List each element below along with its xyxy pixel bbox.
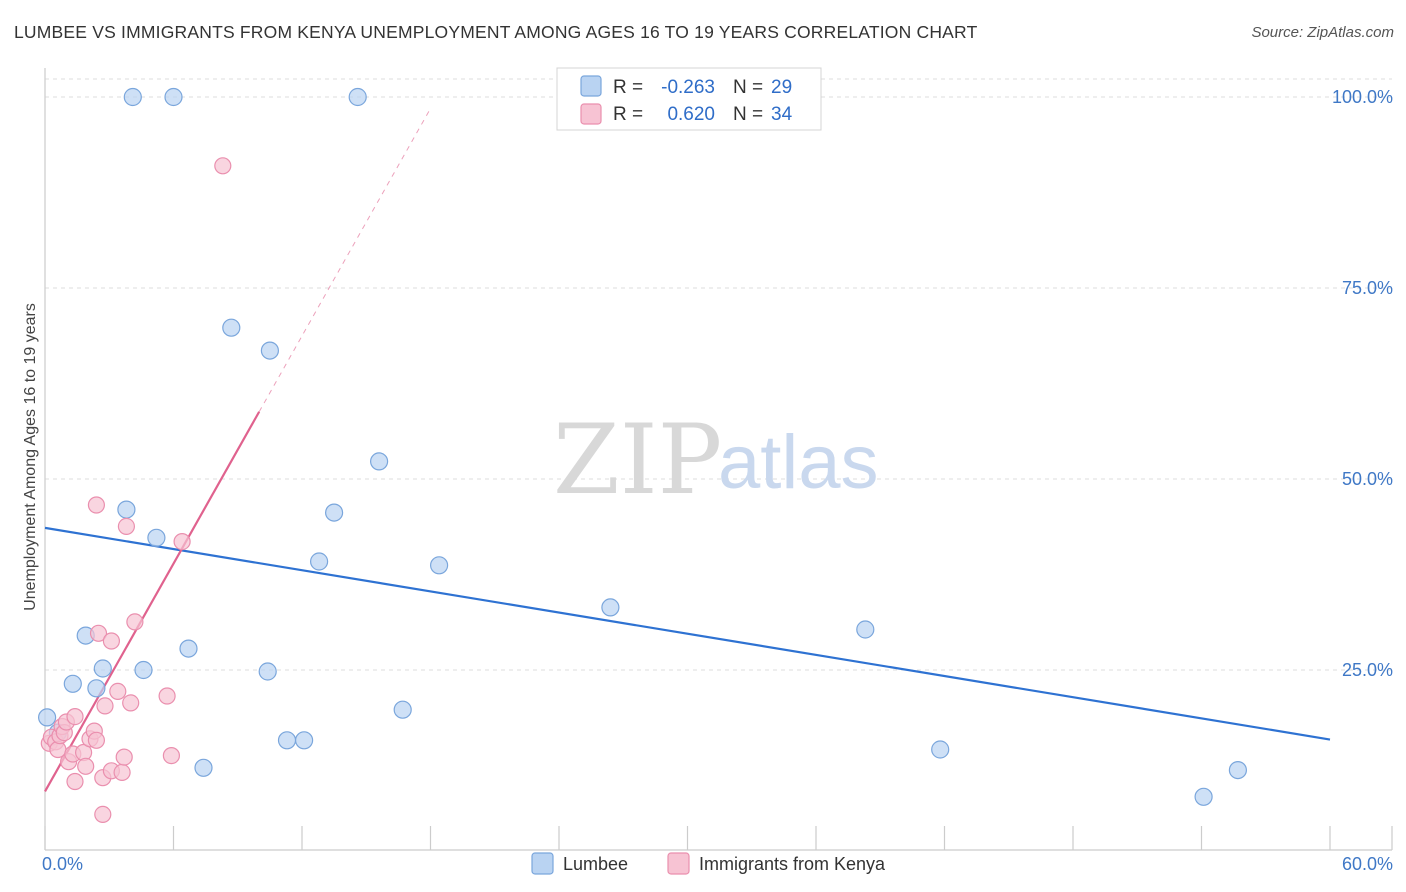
lumbee-point-16: [277, 731, 297, 750]
kenya-point-30: [158, 687, 176, 705]
kenya-point-23: [102, 632, 121, 650]
watermark: ZIP atlas: [553, 404, 879, 516]
kenya-trend-line: [44, 411, 261, 793]
kenya-point-32: [173, 532, 191, 551]
lumbee-point-15: [260, 341, 279, 360]
legend-kenya-label: Immigrants from Kenya: [699, 854, 886, 874]
lumbee-point-22: [393, 700, 412, 719]
kenya-point-31: [162, 746, 180, 765]
kenya-point-17: [87, 496, 106, 514]
y-tick-label-75: 75.0%: [1342, 278, 1393, 298]
kenya-point-26: [115, 748, 133, 766]
kenya-point-29: [126, 613, 144, 631]
series-kenya-points: [40, 157, 232, 824]
kenya-point-16: [87, 731, 106, 749]
lumbee-point-6: [117, 500, 136, 519]
y-tick-labels: 25.0% 50.0% 75.0% 100.0%: [1332, 87, 1393, 680]
lumbee-point-26: [931, 740, 950, 759]
lumbee-point-14: [258, 662, 277, 681]
stats-legend-kenya-r-label: R =: [613, 104, 643, 125]
lumbee-trend-line: [44, 526, 1331, 741]
kenya-point-13: [77, 757, 95, 775]
lumbee-point-18: [310, 552, 329, 571]
source-credit: Source: ZipAtlas.com: [1251, 24, 1394, 41]
y-tick-label-25: 25.0%: [1342, 660, 1393, 680]
kenya-point-21: [96, 697, 114, 715]
stats-legend-kenya-n-label: N =: [733, 104, 763, 125]
kenya-point-11: [66, 772, 84, 791]
lumbee-point-23: [430, 556, 449, 575]
lumbee-point-17: [295, 731, 314, 750]
x-tick-label-60: 60.0%: [1342, 854, 1393, 874]
stats-legend-lumbee-r-value: -0.263: [661, 77, 715, 98]
kenya-point-24: [109, 682, 127, 701]
kenya-point-18: [89, 624, 108, 642]
stats-legend-lumbee-n-label: N =: [733, 77, 763, 98]
lumbee-point-4: [87, 679, 106, 698]
lumbee-point-25: [856, 620, 875, 639]
x-tick-label-0: 0.0%: [42, 854, 83, 874]
lumbee-point-20: [348, 87, 367, 107]
y-tick-label-50: 50.0%: [1342, 469, 1393, 489]
stats-legend-lumbee-n-value: 29: [771, 77, 792, 98]
lumbee-point-24: [601, 598, 620, 617]
stats-legend-kenya-n-value: 34: [771, 104, 793, 125]
legend-lumbee-label: Lumbee: [563, 854, 628, 874]
x-tick-labels: 0.0% 60.0%: [42, 854, 1393, 874]
kenya-point-33: [214, 157, 232, 175]
kenya-point-20: [94, 805, 112, 824]
lumbee-point-2: [63, 674, 82, 693]
chart-title: LUMBEE VS IMMIGRANTS FROM KENYA UNEMPLOY…: [14, 22, 978, 42]
lumbee-point-11: [179, 639, 198, 658]
lumbee-point-28: [1228, 760, 1248, 780]
lumbee-point-10: [164, 87, 183, 107]
lumbee-point-12: [194, 758, 213, 777]
watermark-zip: ZIP: [553, 404, 722, 516]
lumbee-point-8: [134, 660, 153, 680]
lumbee-point-27: [1194, 787, 1213, 806]
y-tick-label-100: 100.0%: [1332, 87, 1393, 107]
kenya-point-28: [122, 694, 140, 712]
series-legend: Lumbee Immigrants from Kenya: [531, 852, 886, 875]
y-axis-label: Unemployment Among Ages 16 to 19 years: [22, 303, 39, 611]
series-lumbee-points: [37, 87, 1248, 806]
kenya-point-10: [66, 707, 84, 726]
gridlines: [45, 78, 1392, 671]
stats-legend-lumbee-swatch: [580, 75, 602, 97]
lumbee-point-19: [325, 503, 344, 522]
stats-legend: R = -0.263 N = 29 R = 0.620 N = 34: [556, 67, 822, 131]
legend-kenya-swatch: [667, 852, 690, 875]
stats-legend-lumbee-r-label: R =: [613, 77, 643, 98]
kenya-point-25: [113, 763, 131, 782]
watermark-atlas: atlas: [718, 420, 879, 505]
lumbee-point-7: [123, 87, 142, 107]
lumbee-point-9: [147, 528, 166, 547]
lumbee-point-0: [37, 708, 57, 727]
kenya-point-27: [117, 517, 136, 536]
stats-legend-kenya-swatch: [580, 103, 602, 125]
data-points: [37, 87, 1248, 824]
lumbee-point-5: [93, 659, 112, 678]
kenya-trend-extension: [258, 108, 431, 413]
lumbee-point-21: [370, 452, 389, 471]
lumbee-point-13: [222, 318, 241, 337]
trend-lines: [44, 108, 1331, 793]
stats-legend-kenya-r-value: 0.620: [667, 104, 715, 125]
legend-lumbee-swatch: [531, 852, 554, 875]
